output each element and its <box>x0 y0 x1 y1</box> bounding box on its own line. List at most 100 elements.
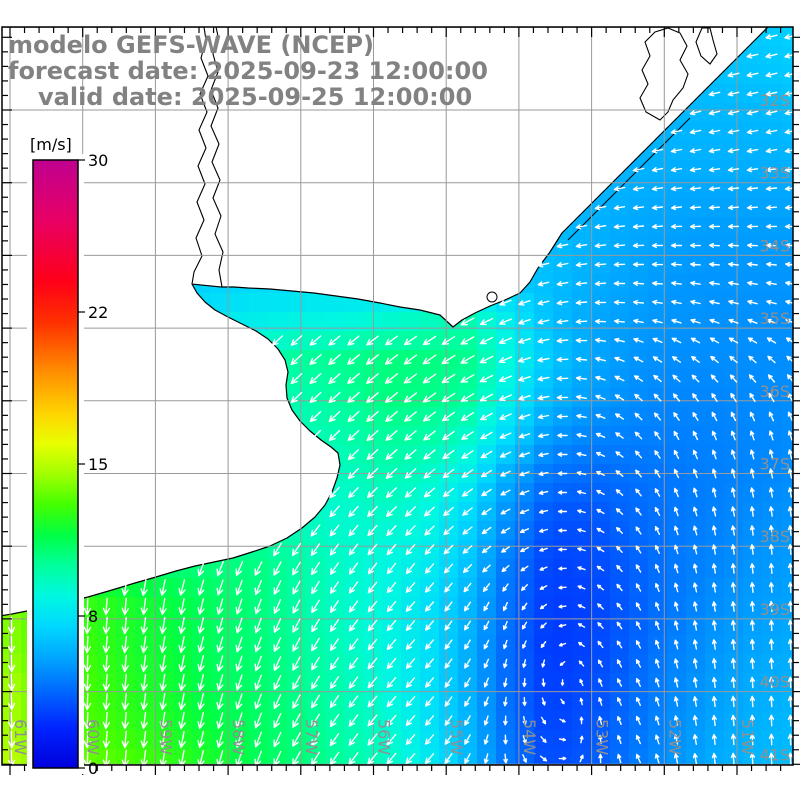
wind-arrow <box>652 356 663 363</box>
wind-arrow <box>537 319 550 325</box>
wind-arrow <box>654 526 661 535</box>
wind-arrow <box>670 129 683 135</box>
wind-arrow <box>483 639 490 650</box>
wind-arrow <box>403 335 418 346</box>
wind-arrow <box>730 392 737 403</box>
wind-arrow <box>729 374 738 383</box>
wind-arrow <box>613 262 626 268</box>
wind-arrow <box>711 506 717 517</box>
wind-arrow <box>386 733 397 746</box>
wind-arrow <box>746 91 759 97</box>
wind-arrow <box>749 714 755 727</box>
wind-arrow <box>463 582 472 593</box>
wind-arrow <box>692 601 698 612</box>
wind-arrow <box>328 354 341 365</box>
wind-arrow <box>500 489 511 496</box>
small-lagoon-outline <box>486 291 498 303</box>
wind-arrow <box>498 356 513 364</box>
wind-arrow <box>235 560 244 577</box>
wind-arrow <box>254 617 262 634</box>
wind-arrow <box>711 525 717 536</box>
wind-arrow <box>537 338 550 344</box>
wind-arrow <box>766 243 777 248</box>
wind-arrow <box>367 695 378 708</box>
wind-arrow <box>671 337 682 344</box>
wind-arrow <box>83 673 92 692</box>
wind-arrow <box>711 714 717 727</box>
wind-arrow <box>500 508 511 515</box>
wind-arrow <box>366 354 379 365</box>
wind-arrow <box>460 317 475 326</box>
wind-arrow <box>670 167 683 173</box>
wind-arrow <box>597 603 604 610</box>
wind-arrow <box>634 412 643 421</box>
wind-arrow <box>518 318 531 325</box>
wind-arrow <box>444 677 453 688</box>
wind-arrow <box>121 578 129 597</box>
wind-arrow <box>632 262 645 267</box>
wind-arrow <box>616 621 623 630</box>
wind-arrow <box>635 564 642 573</box>
wind-arrow <box>367 581 378 594</box>
wind-arrow <box>768 468 774 479</box>
wind-arrow <box>347 354 360 365</box>
latitude-label: 33S <box>759 164 790 183</box>
wind-arrow <box>576 452 587 457</box>
wind-arrow <box>747 318 758 324</box>
wind-arrow <box>328 429 341 442</box>
wind-arrow <box>579 678 584 687</box>
wind-arrow <box>556 375 569 382</box>
wind-arrow <box>787 733 793 746</box>
wind-arrow <box>651 148 664 154</box>
wind-arrow <box>216 579 224 596</box>
wind-arrow <box>615 470 624 477</box>
wind-arrow <box>348 638 359 651</box>
wind-arrow <box>785 299 793 305</box>
wind-arrow <box>749 430 755 441</box>
wind-arrow <box>692 620 698 631</box>
wind-arrow <box>746 53 759 59</box>
wind-arrow <box>749 582 755 593</box>
wind-arrow <box>727 110 740 116</box>
wind-arrow <box>596 565 605 572</box>
wind-arrow <box>348 733 359 746</box>
wind-arrow <box>102 597 110 616</box>
wind-arrow <box>424 601 435 612</box>
wind-arrow <box>749 752 756 765</box>
wind-arrow <box>367 752 378 765</box>
wind-arrow <box>482 583 491 592</box>
wind-arrow <box>404 468 417 479</box>
barrier-lagoon-line <box>567 117 691 241</box>
longitude-label: 57W <box>302 719 321 755</box>
wind-arrow <box>768 619 774 632</box>
wind-arrow <box>749 525 755 536</box>
wind-arrow <box>748 355 757 364</box>
wind-arrow <box>197 560 205 577</box>
wind-arrow <box>787 525 793 536</box>
wind-arrow <box>578 641 585 648</box>
wind-arrow <box>385 487 398 498</box>
speed-cell <box>268 312 287 331</box>
wind-arrow <box>654 696 660 707</box>
wind-arrow <box>309 391 322 404</box>
wind-arrow <box>596 470 605 476</box>
longitude-label: 59W <box>156 719 175 755</box>
wind-arrow <box>615 432 624 439</box>
wind-arrow <box>386 506 397 517</box>
wind-arrow <box>576 394 587 400</box>
wind-arrow <box>579 754 584 763</box>
wind-arrow <box>673 487 679 498</box>
wind-arrow <box>521 621 528 630</box>
wind-arrow <box>385 335 398 346</box>
wind-arrow <box>442 430 455 441</box>
wind-arrow <box>309 335 322 346</box>
wind-arrow <box>575 224 588 230</box>
wind-arrow <box>575 262 588 268</box>
wind-arrow <box>768 411 775 422</box>
wind-arrow <box>347 410 360 423</box>
wind-arrow <box>444 601 453 612</box>
wind-arrow <box>728 280 739 286</box>
wind-arrow <box>634 431 643 440</box>
wind-arrow <box>635 545 642 554</box>
